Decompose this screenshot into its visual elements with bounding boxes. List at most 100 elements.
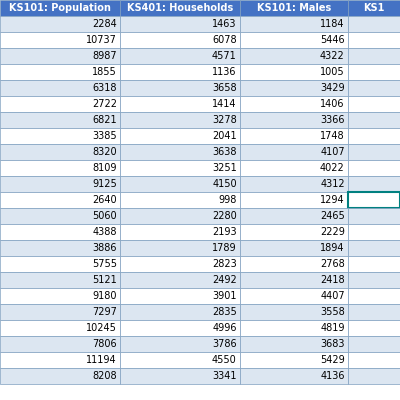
Text: 3278: 3278 [212, 115, 237, 125]
Bar [0, 176, 120, 192]
Text: KS401: Households: KS401: Households [127, 3, 233, 13]
Bar [0, 304, 120, 320]
Bar [348, 304, 400, 320]
Bar [348, 32, 400, 48]
Bar [240, 160, 348, 176]
Bar [348, 256, 400, 272]
Text: 3251: 3251 [212, 163, 237, 173]
Text: 1136: 1136 [212, 67, 237, 77]
Text: 10737: 10737 [86, 35, 117, 45]
Text: 2823: 2823 [212, 259, 237, 269]
Bar [0, 112, 120, 128]
Bar [240, 240, 348, 256]
Bar [120, 80, 240, 96]
Bar [240, 96, 348, 112]
Bar [120, 96, 240, 112]
Text: 3886: 3886 [92, 243, 117, 253]
Text: 2229: 2229 [320, 227, 345, 237]
Text: 1748: 1748 [320, 131, 345, 141]
Text: 4407: 4407 [320, 291, 345, 301]
Text: KS1: KS1 [363, 3, 385, 13]
Text: 1005: 1005 [320, 67, 345, 77]
Bar [0, 208, 120, 224]
Bar [240, 272, 348, 288]
Bar [120, 336, 240, 352]
Bar [348, 208, 400, 224]
Bar [120, 16, 240, 32]
Bar [120, 32, 240, 48]
Text: 9180: 9180 [92, 291, 117, 301]
Text: 8208: 8208 [92, 371, 117, 381]
Bar [240, 224, 348, 240]
Text: 7297: 7297 [92, 307, 117, 317]
Bar [120, 256, 240, 272]
Text: 5121: 5121 [92, 275, 117, 285]
Bar [0, 64, 120, 80]
Text: 5060: 5060 [92, 211, 117, 221]
Bar [348, 128, 400, 144]
Text: 2492: 2492 [212, 275, 237, 285]
Bar [240, 176, 348, 192]
Bar [0, 0, 120, 16]
Bar [120, 160, 240, 176]
Bar [0, 192, 120, 208]
Bar [240, 192, 348, 208]
Bar [120, 320, 240, 336]
Text: 1184: 1184 [320, 19, 345, 29]
Text: 2193: 2193 [212, 227, 237, 237]
Bar [348, 240, 400, 256]
Bar [0, 144, 120, 160]
Text: 4022: 4022 [320, 163, 345, 173]
Bar [120, 64, 240, 80]
Bar [240, 208, 348, 224]
Bar [240, 320, 348, 336]
Bar [348, 336, 400, 352]
Text: 8109: 8109 [92, 163, 117, 173]
Bar [120, 176, 240, 192]
Bar [240, 368, 348, 384]
Bar [240, 32, 348, 48]
Text: 4996: 4996 [212, 323, 237, 333]
Bar [0, 288, 120, 304]
Text: 5755: 5755 [92, 259, 117, 269]
Bar [240, 48, 348, 64]
Bar [348, 224, 400, 240]
Bar [120, 288, 240, 304]
Bar [348, 368, 400, 384]
Bar [348, 48, 400, 64]
Bar [0, 256, 120, 272]
Text: KS101: Population: KS101: Population [9, 3, 111, 13]
Bar [240, 304, 348, 320]
Text: 8320: 8320 [92, 147, 117, 157]
Text: 1463: 1463 [212, 19, 237, 29]
Bar [240, 80, 348, 96]
Bar [0, 320, 120, 336]
Bar [120, 352, 240, 368]
Text: 6318: 6318 [92, 83, 117, 93]
Text: 3558: 3558 [320, 307, 345, 317]
Text: 6078: 6078 [212, 35, 237, 45]
Text: 1294: 1294 [320, 195, 345, 205]
Text: 3786: 3786 [212, 339, 237, 349]
Text: 4150: 4150 [212, 179, 237, 189]
Text: 3341: 3341 [212, 371, 237, 381]
Text: 4312: 4312 [320, 179, 345, 189]
Text: KS101: Males: KS101: Males [257, 3, 331, 13]
Bar [348, 80, 400, 96]
Text: 1855: 1855 [92, 67, 117, 77]
Bar [0, 272, 120, 288]
Text: 1789: 1789 [212, 243, 237, 253]
Bar [120, 192, 240, 208]
Bar [0, 160, 120, 176]
Text: 2835: 2835 [212, 307, 237, 317]
Bar [0, 336, 120, 352]
Text: 6821: 6821 [92, 115, 117, 125]
Text: 2280: 2280 [212, 211, 237, 221]
Bar [0, 240, 120, 256]
Bar [240, 256, 348, 272]
Text: 5446: 5446 [320, 35, 345, 45]
Bar [240, 64, 348, 80]
Bar [120, 304, 240, 320]
Bar [348, 192, 400, 208]
Bar [120, 112, 240, 128]
